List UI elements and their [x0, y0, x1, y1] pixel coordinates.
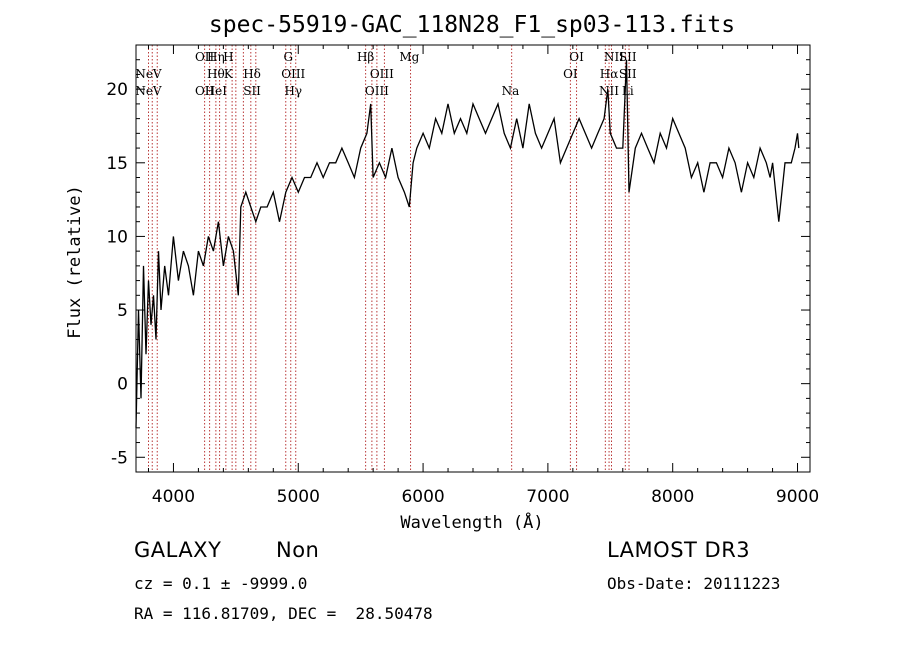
line-label: OIII	[370, 67, 394, 81]
line-label: HeI	[205, 84, 228, 98]
line-label: OI	[563, 67, 578, 81]
line-label: OII	[195, 50, 215, 64]
x-tick-label: 8000	[651, 487, 694, 507]
line-label: NII	[604, 50, 624, 64]
line-label: NeV	[135, 67, 162, 81]
plot-frame	[135, 44, 811, 473]
spectrum-chart: spec-55919-GAC_118N28_F1_sp03-113.fits N…	[65, 12, 819, 533]
ra-dec-coordinates: RA = 116.81709, DEC = 28.50478	[134, 604, 433, 623]
line-label: SII	[243, 84, 261, 98]
spectrum-line	[135, 59, 800, 428]
line-label: Hβ	[357, 50, 374, 64]
line-label: NII	[599, 84, 619, 98]
line-label: Hη	[207, 50, 225, 64]
y-tick-label: 0	[117, 375, 128, 395]
observation-date: Obs-Date: 20111223	[607, 574, 781, 593]
line-label: G	[283, 50, 293, 64]
line-label: NeV	[135, 84, 162, 98]
x-tick-label: 6000	[401, 487, 444, 507]
emission-line-markers	[148, 45, 630, 472]
line-label: Hδ	[243, 67, 261, 81]
y-tick-label: 10	[106, 227, 128, 247]
line-label: Li	[622, 84, 634, 98]
line-label: Hγ	[284, 84, 302, 98]
line-label: K	[224, 67, 234, 81]
line-label: OII	[195, 84, 215, 98]
axis-ticks: 4000 5000 6000 7000 8000 9000 -5 0 5 10 15 20	[106, 45, 819, 507]
line-label: OIII	[281, 67, 305, 81]
x-tick-label: 4000	[152, 487, 195, 507]
x-tick-label: 5000	[277, 487, 320, 507]
x-axis-label: Wavelength (Å)	[400, 511, 543, 533]
chart-title: spec-55919-GAC_118N28_F1_sp03-113.fits	[209, 12, 735, 38]
x-tick-label: 9000	[776, 487, 819, 507]
x-tick-label: 7000	[526, 487, 569, 507]
y-tick-label: 20	[106, 80, 128, 100]
line-label: Hθ	[207, 67, 225, 81]
object-subclass: Non	[276, 538, 320, 562]
line-label: Na	[502, 84, 520, 98]
line-label: OI	[569, 50, 584, 64]
line-label: Hα	[600, 67, 619, 81]
line-label: SII	[619, 67, 637, 81]
object-class: GALAXY	[134, 538, 222, 562]
line-label: H	[223, 50, 233, 64]
y-tick-label: -5	[111, 448, 128, 468]
y-axis-label: Flux (relative)	[65, 185, 85, 339]
y-tick-label: 5	[117, 301, 128, 321]
line-label: SII	[619, 50, 637, 64]
survey-name: LAMOST DR3	[607, 538, 751, 562]
redshift-cz: cz = 0.1 ± -9999.0	[134, 574, 308, 593]
y-tick-label: 15	[106, 154, 128, 174]
line-label: Mg	[399, 50, 419, 64]
line-label: OIII	[365, 84, 389, 98]
